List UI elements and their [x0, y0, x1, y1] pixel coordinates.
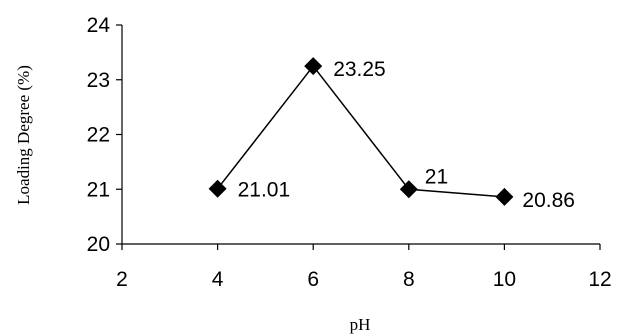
x-tick-label: 12 — [588, 268, 611, 291]
data-point-marker — [208, 179, 227, 198]
x-tick-label: 2 — [116, 268, 128, 291]
plot-area: 21.01 23.25 21 20.86 — [208, 57, 575, 212]
y-tick-label: 22 — [87, 124, 110, 147]
data-point-marker — [304, 57, 323, 76]
data-label: 21.01 — [238, 179, 291, 202]
data-label: 21 — [425, 165, 448, 188]
y-tick-label: 21 — [87, 178, 110, 201]
data-label: 23.25 — [333, 58, 386, 81]
data-point-marker — [495, 187, 514, 206]
y-axis-title: Loading Degree (%) — [14, 65, 33, 205]
data-point-marker — [399, 180, 418, 199]
y-tick-label: 20 — [87, 233, 110, 256]
data-label: 20.86 — [522, 189, 575, 212]
series-line — [217, 64, 505, 198]
x-axis: 2 4 6 8 10 12 — [116, 243, 612, 291]
x-tick-label: 8 — [403, 268, 415, 291]
y-tick-label: 24 — [87, 14, 111, 37]
x-axis-title: pH — [350, 315, 371, 334]
y-tick-label: 23 — [87, 69, 110, 92]
x-tick-label: 6 — [307, 268, 319, 291]
y-axis: 20 21 22 23 24 — [87, 14, 123, 256]
x-tick-label: 10 — [493, 268, 516, 291]
x-tick-label: 4 — [212, 268, 224, 291]
